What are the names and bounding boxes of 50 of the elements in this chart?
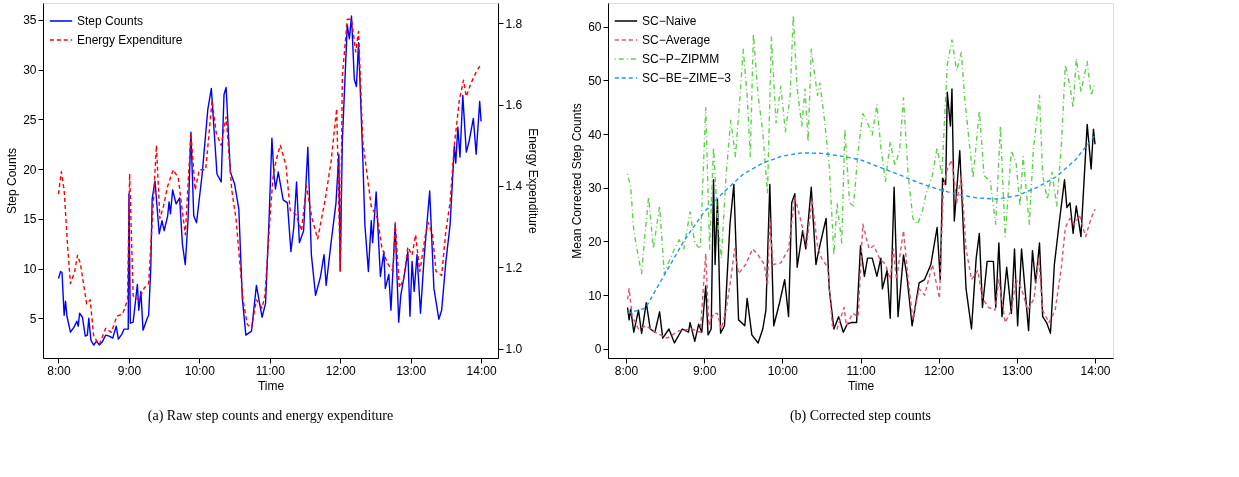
x-tick-label: 12:00 [325,363,357,378]
y2-tick-label: 1.4 [505,179,523,194]
x-tick-label: 12:00 [924,363,955,378]
y-tick-label: 20 [588,234,602,249]
y2-axis-title: Energy Expenditure [526,128,541,235]
line-series [626,88,1096,344]
text: (b) Corrected step counts [789,408,932,424]
y-tick-label: 60 [588,20,602,35]
x-tick-label: 13:00 [396,363,427,378]
x-axis-title: Time [847,378,875,393]
text: (a) Raw step counts and energy expenditure [147,408,394,424]
legend-label: SC−Average [642,33,711,47]
x-tick-label: 10:00 [184,363,216,378]
y-tick-label: 0 [594,342,602,357]
legend-label: Energy Expenditure [77,33,183,47]
legend-label: SC−Naive [642,14,697,28]
y2-tick-label: 1.8 [505,16,523,31]
legend-label: Step Counts [77,14,144,28]
line-series [626,159,1096,339]
x-tick-label: 9:00 [692,363,717,378]
y-tick-label: 10 [23,262,37,276]
line-series [626,14,1096,275]
y2-tick-label: 1.2 [505,260,523,275]
y-tick-label: 10 [588,288,602,303]
y-axis-title: Mean Corrected Step Counts [570,103,585,259]
x-tick-label: 14:00 [466,363,497,378]
y-axis-title: Step Counts [5,147,20,215]
legend-label: SC−P−ZIPMM [642,52,720,66]
y-tick-label: 25 [23,112,37,127]
x-tick-label: 8:00 [614,363,639,378]
x-axis-title: Time [257,378,285,393]
line-series [626,134,1096,315]
y-tick-label: 20 [23,162,37,177]
y-tick-label: 30 [23,63,37,78]
x-tick-label: 10:00 [767,363,799,378]
y2-tick-label: 1.6 [505,98,523,113]
x-tick-label: 13:00 [1002,363,1033,378]
y-tick-label: 15 [23,212,37,227]
y-tick-label: 30 [588,181,602,196]
y2-tick-label: 1.0 [505,342,523,357]
legend-label: SC−BE−ZIME−3 [642,71,732,85]
y-tick-label: 50 [588,73,602,88]
x-tick-label: 9:00 [117,363,142,378]
y-tick-label: 40 [588,127,602,142]
x-tick-label: 11:00 [255,363,286,378]
y-tick-label: 5 [29,311,37,326]
x-tick-label: 14:00 [1080,363,1111,378]
y-tick-label: 35 [23,13,37,28]
x-tick-label: 8:00 [47,363,71,378]
x-tick-label: 11:00 [846,363,876,378]
